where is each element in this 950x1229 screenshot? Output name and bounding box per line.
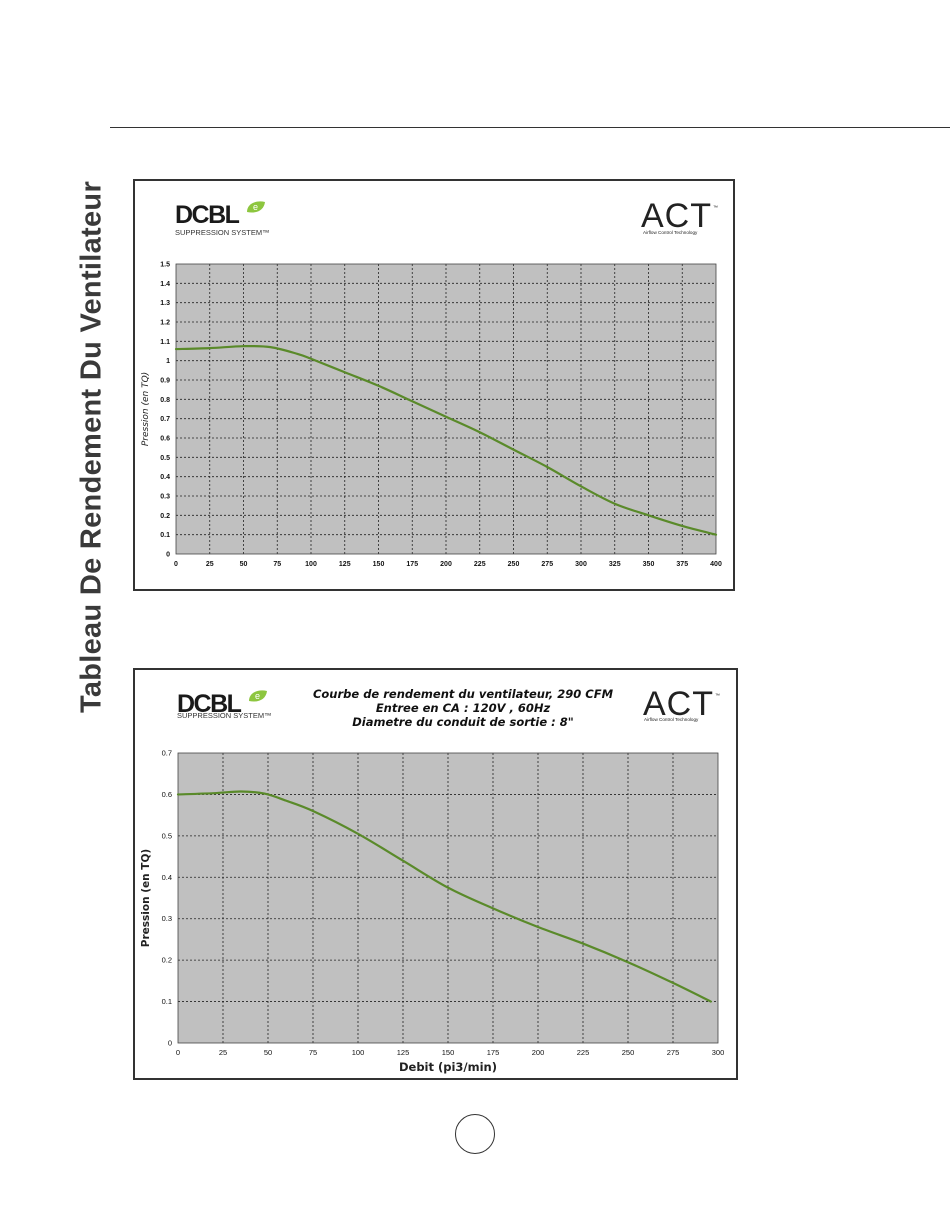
y-tick-label: 0.9 <box>160 378 170 385</box>
page-title: Tableau De Rendement Du Ventilateur <box>75 180 108 714</box>
series-line <box>176 790 712 1003</box>
x-tick-label: 50 <box>264 1048 272 1057</box>
x-tick-label: 250 <box>508 561 520 568</box>
dcbl-logo-subtext: SUPPRESSION SYSTEM™ <box>177 711 272 720</box>
dcbl-logo-subtext: SUPPRESSION SYSTEM™ <box>175 228 270 237</box>
leaf-letter: e <box>253 202 258 212</box>
y-tick-label: 0.4 <box>162 873 172 882</box>
header-rule <box>110 127 950 128</box>
dcbl-logo: DCBL e SUPPRESSION SYSTEM™ <box>177 690 272 720</box>
act-logo: ACT ™ Airflow Control Technology <box>641 197 718 235</box>
x-tick-label: 175 <box>487 1048 500 1057</box>
x-tick-label: 50 <box>240 561 248 568</box>
x-tick-label: 250 <box>622 1048 635 1057</box>
x-tick-label: 125 <box>339 561 351 568</box>
x-tick-label: 75 <box>273 561 281 568</box>
y-axis-label: Pression (en TQ) <box>140 849 152 947</box>
y-axis-label: Pression (en TQ) <box>141 372 151 446</box>
y-tick-label: 0.5 <box>160 455 170 462</box>
x-tick-label: 25 <box>206 561 214 568</box>
act-logo-text: ACT <box>643 685 714 723</box>
y-tick-label: 0.3 <box>162 914 172 923</box>
y-tick-label: 0.8 <box>160 397 170 404</box>
y-tick-label: 0.2 <box>160 513 170 520</box>
y-tick-label: 1.3 <box>160 300 170 307</box>
x-tick-label: 225 <box>577 1048 590 1057</box>
act-tm: ™ <box>713 205 718 211</box>
x-tick-label: 150 <box>373 561 385 568</box>
x-tick-label: 175 <box>406 561 418 568</box>
y-tick-label: 1.5 <box>160 262 170 269</box>
y-tick-label: 0.6 <box>162 790 172 799</box>
x-tick-label: 300 <box>712 1048 725 1057</box>
y-tick-label: 0 <box>166 552 170 559</box>
y-tick-label: 0.2 <box>162 956 172 965</box>
act-logo-subtext: Airflow Control Technology <box>644 717 699 722</box>
plot-border <box>177 752 719 1044</box>
y-tick-label: 0.1 <box>162 997 172 1006</box>
act-tm: ™ <box>715 693 720 699</box>
x-tick-label: 200 <box>440 561 452 568</box>
x-tick-label: 125 <box>397 1048 410 1057</box>
leaf-letter: e <box>255 691 260 701</box>
x-tick-label: 350 <box>643 561 655 568</box>
y-tick-label: 0 <box>168 1039 172 1048</box>
y-tick-label: 0.3 <box>160 494 170 501</box>
y-tick-label: 0.4 <box>160 474 170 481</box>
x-tick-label: 100 <box>352 1048 365 1057</box>
x-tick-label: 200 <box>532 1048 545 1057</box>
plot-border <box>175 263 717 555</box>
x-tick-label: 0 <box>176 1048 180 1057</box>
fan-curve-chart-1: DCBL e SUPPRESSION SYSTEM™ ACT ™ Airflow… <box>133 179 735 591</box>
act-logo-text: ACT <box>641 197 712 235</box>
x-tick-label: 275 <box>667 1048 680 1057</box>
fan-curve-chart-2: DCBL e SUPPRESSION SYSTEM™ ACT ™ Airflow… <box>133 668 738 1080</box>
chart-heading: Courbe de rendement du ventilateur, 290 … <box>313 687 614 729</box>
chart-title: Courbe de rendement du ventilateur, 290 … <box>313 687 614 701</box>
page-number-circle <box>455 1114 495 1154</box>
y-tick-label: 0.5 <box>162 831 172 840</box>
x-tick-label: 325 <box>609 561 621 568</box>
chart-svg: DCBL e SUPPRESSION SYSTEM™ ACT ™ Airflow… <box>133 179 735 591</box>
x-tick-label: 75 <box>309 1048 317 1057</box>
y-tick-label: 0.7 <box>160 416 170 423</box>
y-tick-label: 0.6 <box>160 436 170 443</box>
chart-svg: DCBL e SUPPRESSION SYSTEM™ ACT ™ Airflow… <box>133 668 738 1080</box>
act-logo: ACT ™ Airflow Control Technology <box>643 685 720 723</box>
x-tick-label: 25 <box>219 1048 227 1057</box>
leaf-icon: e <box>247 201 265 213</box>
y-tick-label: 1.2 <box>160 320 170 327</box>
y-tick-label: 0.7 <box>162 749 172 758</box>
chart-subtitle-line: Diametre du conduit de sortie : 8" <box>352 715 573 729</box>
dcbl-logo-text: DCBL <box>177 690 242 718</box>
x-tick-label: 275 <box>541 561 553 568</box>
x-tick-label: 400 <box>710 561 722 568</box>
y-tick-label: 1.1 <box>160 339 170 346</box>
dcbl-logo: DCBL e SUPPRESSION SYSTEM™ <box>175 201 270 237</box>
x-tick-label: 0 <box>174 561 178 568</box>
leaf-icon: e <box>249 690 267 702</box>
x-tick-label: 375 <box>676 561 688 568</box>
x-tick-label: 300 <box>575 561 587 568</box>
act-logo-subtext: Airflow Control Technology <box>643 230 698 235</box>
dcbl-logo-text: DCBL <box>175 201 240 229</box>
x-axis-label: Debit (pi3/min) <box>399 1060 497 1074</box>
y-tick-label: 0.1 <box>160 532 170 539</box>
series-line <box>174 344 718 536</box>
x-tick-label: 150 <box>442 1048 455 1057</box>
x-tick-label: 225 <box>474 561 486 568</box>
y-tick-label: 1.4 <box>160 281 170 288</box>
y-tick-label: 1 <box>166 358 170 365</box>
x-tick-label: 100 <box>305 561 317 568</box>
chart-subtitle-line: Entree en CA : 120V , 60Hz <box>376 701 551 715</box>
